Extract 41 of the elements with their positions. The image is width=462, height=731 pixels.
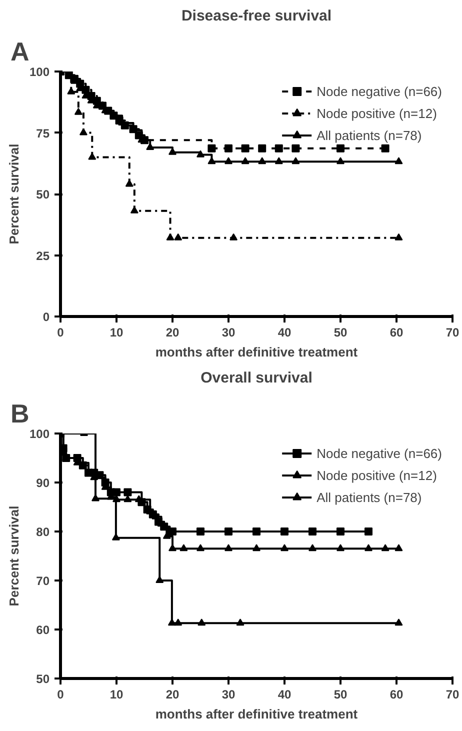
chart-title: Overall survival bbox=[200, 370, 312, 386]
x-tick-label: 30 bbox=[222, 688, 236, 702]
y-tick-label: 50 bbox=[36, 188, 50, 202]
y-tick-label: 60 bbox=[36, 623, 50, 637]
x-axis-title: months after definitive treatment bbox=[155, 706, 358, 722]
x-tick-label: 0 bbox=[57, 326, 64, 340]
x-tick-label: 50 bbox=[334, 326, 348, 340]
x-tick-label: 50 bbox=[334, 688, 348, 702]
legend-label: Node positive (n=12) bbox=[316, 468, 437, 482]
y-tick-label: 90 bbox=[36, 476, 50, 490]
x-tick-label: 40 bbox=[278, 688, 292, 702]
text: B bbox=[10, 398, 30, 428]
y-tick-label: 80 bbox=[36, 525, 50, 539]
legend-label: Node negative (n=66) bbox=[316, 84, 442, 98]
legend-label: Node negative (n=66) bbox=[316, 446, 442, 460]
x-tick-label: 70 bbox=[446, 326, 460, 340]
x-tick-label: 30 bbox=[222, 326, 236, 340]
x-axis-title: months after definitive treatment bbox=[155, 344, 358, 360]
x-tick-label: 70 bbox=[446, 688, 460, 702]
y-tick-label: 100 bbox=[29, 65, 50, 79]
x-tick-label: 20 bbox=[166, 326, 180, 340]
y-tick-label: 25 bbox=[36, 248, 50, 263]
legend-label: All patients (n=78) bbox=[316, 128, 422, 142]
legend-label: All patients (n=78) bbox=[316, 490, 422, 504]
x-tick-label: 60 bbox=[390, 326, 404, 340]
y-tick-label: 75 bbox=[36, 126, 50, 140]
y-tick-label: 70 bbox=[36, 574, 50, 588]
text: A bbox=[10, 36, 30, 66]
y-axis-title: Percent survival bbox=[6, 144, 22, 244]
x-tick-label: 60 bbox=[390, 688, 404, 702]
chart-title: Disease-free survival bbox=[181, 8, 332, 24]
x-tick-label: 10 bbox=[110, 326, 124, 340]
x-tick-label: 40 bbox=[278, 326, 292, 340]
y-tick-label: 50 bbox=[36, 672, 50, 686]
y-tick-label: 0 bbox=[42, 310, 50, 324]
y-tick-label: 100 bbox=[29, 427, 50, 441]
y-axis-title: Percent survival bbox=[6, 506, 22, 606]
x-tick-label: 10 bbox=[110, 688, 124, 702]
x-tick-label: 20 bbox=[166, 688, 180, 702]
x-tick-label: 0 bbox=[57, 688, 64, 702]
legend-label: Node positive (n=12) bbox=[316, 106, 437, 120]
